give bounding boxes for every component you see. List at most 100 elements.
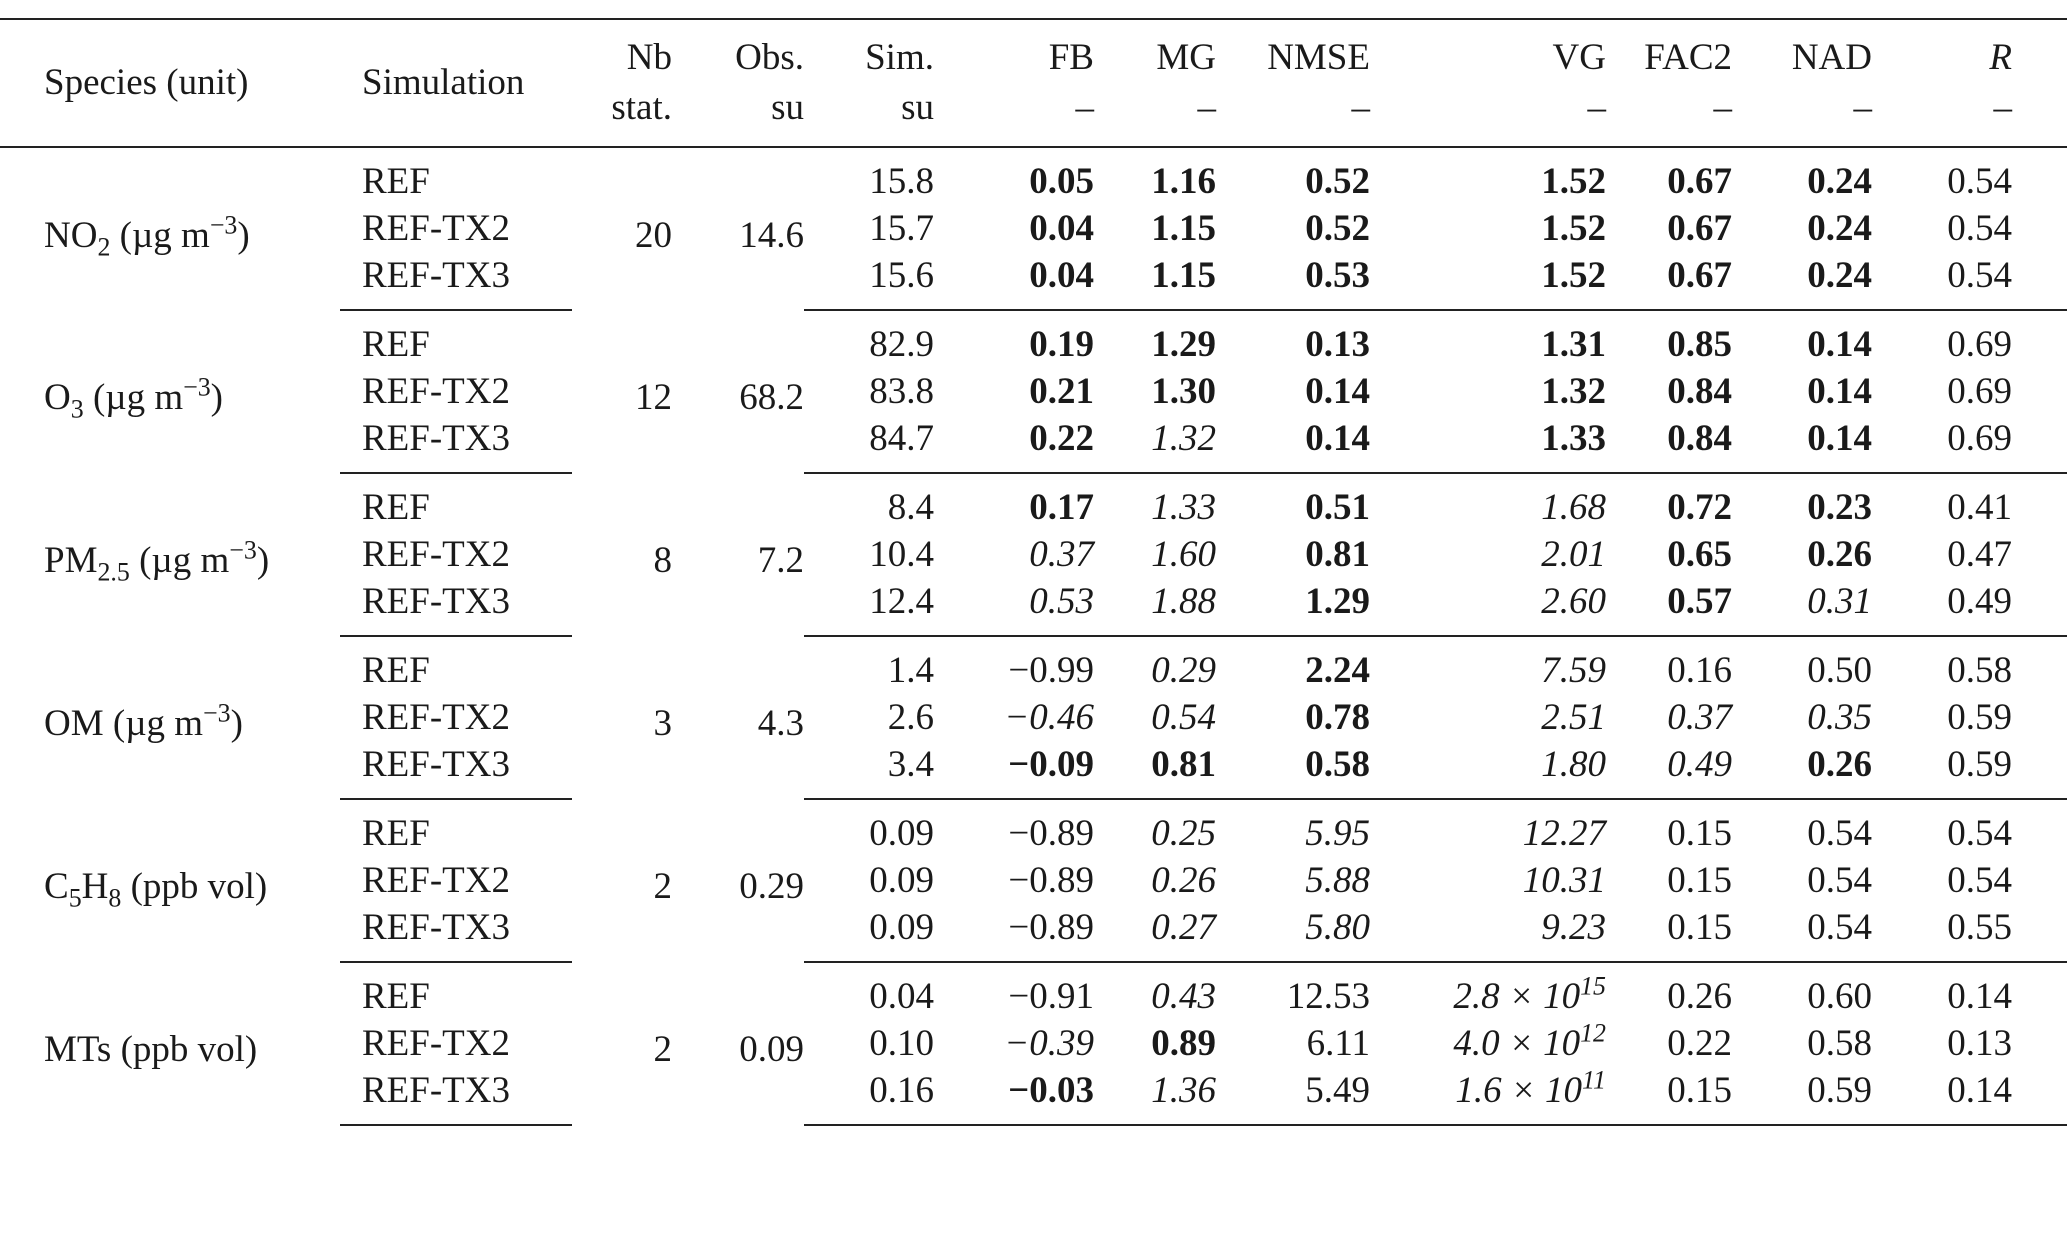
simulation-name: REF-TX2: [362, 208, 510, 249]
species-unit-exponent: −3: [183, 372, 211, 402]
vg-value: 7.59: [1541, 650, 1606, 691]
table-row: REF-TX2 0.09 −0.89 0.26 5.88 10.31 0.15 0.54 0.5…: [0, 855, 2067, 906]
vg-value: 12.27: [1522, 813, 1606, 854]
sim-value: 0.09: [869, 813, 934, 854]
mg-value: 0.26: [1151, 860, 1216, 901]
fac2-value: 0.84: [1606, 417, 1732, 474]
species-unit-exponent: −3: [209, 210, 238, 240]
statistics-table: Species (unit) Simulation Nb stat. Obs. su…: [0, 18, 2067, 1126]
nmse-value: 5.88: [1305, 860, 1370, 901]
vg-mantissa: 2.8 × 10: [1453, 976, 1581, 1017]
sim-value: 0.09: [869, 860, 934, 901]
obs-cell: 0.29: [739, 866, 804, 907]
fb-value: −0.03: [934, 1069, 1094, 1126]
fb-value: −0.89: [1008, 813, 1094, 854]
mg-value: 0.29: [1151, 650, 1216, 691]
fb-value: −0.99: [1008, 650, 1094, 691]
table-row: REF-TX3 15.6 0.04 1.15 0.53 1.52 0.67 0.24 0.54: [0, 254, 2067, 311]
table-row: REF-TX3 12.4 0.53 1.88 1.29 2.60 0.57 0.31 0.49: [0, 580, 2067, 637]
table-row: NO2 (µg m−3) REF 20 14.6 15.8 0.05 1.16 0.52 1.5…: [0, 147, 2067, 259]
r-value: 0.54: [1947, 860, 2012, 901]
fac2-value: 0.22: [1667, 1023, 1732, 1064]
mg-value: 1.16: [1151, 161, 1216, 202]
nad-value: 0.24: [1807, 208, 1872, 249]
fb-value: −0.89: [934, 906, 1094, 963]
fb-value: 0.05: [1029, 161, 1094, 202]
nmse-value: 1.29: [1216, 580, 1370, 637]
nad-value: 0.50: [1807, 650, 1872, 691]
mg-value: 0.89: [1151, 1023, 1216, 1064]
vg-exponent: 12: [1580, 1018, 1606, 1048]
species-pre: C: [44, 866, 69, 907]
r-value: 0.47: [1947, 534, 2012, 575]
nmse-value: 12.53: [1286, 976, 1370, 1017]
nad-value: 0.54: [1732, 906, 1872, 963]
header-simulation: Simulation: [340, 18, 572, 148]
fb-value: 0.22: [934, 417, 1094, 474]
vg-value: 2.8 × 1015: [1370, 962, 1606, 1018]
simulation-name: REF-TX3: [340, 580, 572, 637]
fb-value: 0.17: [1029, 487, 1094, 528]
species-cell: C5H8 (ppb vol): [0, 799, 340, 962]
mg-value: 1.29: [1151, 324, 1216, 365]
sim-value: 12.4: [804, 580, 934, 637]
header-nb-stat: Nb stat.: [572, 18, 672, 148]
fac2-value: 0.37: [1667, 697, 1732, 738]
r-value: 0.54: [1947, 208, 2012, 249]
header-nmse: NMSE –: [1216, 18, 1370, 148]
nad-value: 0.23: [1807, 487, 1872, 528]
nad-value: 0.24: [1732, 254, 1872, 311]
r-value: 0.54: [1947, 813, 2012, 854]
table-row: PM2.5 (µg m−3) REF 8 7.2 8.4 0.17 1.33 0.51 1.68…: [0, 473, 2067, 585]
nb-stat-cell: 20: [635, 214, 672, 256]
table-row: REF-TX2 2.6 −0.46 0.54 0.78 2.51 0.37 0.35 0.59: [0, 692, 2067, 743]
nmse-value: 0.14: [1216, 417, 1370, 474]
nad-value: 0.59: [1732, 1069, 1872, 1126]
r-value: 0.14: [1947, 976, 2012, 1017]
vg-exponent: 11: [1582, 1065, 1606, 1095]
vg-value: 1.68: [1541, 487, 1606, 528]
vg-value: 1.52: [1370, 254, 1606, 311]
obs-cell: 7.2: [757, 540, 804, 581]
obs-cell: 14.6: [739, 214, 804, 256]
mg-value: 0.54: [1151, 697, 1216, 738]
sim-value: 15.8: [869, 161, 934, 202]
sim-value: 8.4: [887, 487, 934, 528]
nad-value: 0.54: [1807, 860, 1872, 901]
nb-stat-cell: 3: [653, 703, 673, 744]
simulation-name: REF-TX2: [362, 371, 510, 412]
header-r: R –: [1872, 18, 2012, 148]
table-row: O3 (µg m−3) REF 12 68.2 82.9 0.19 1.29 0.13 1.31…: [0, 310, 2067, 422]
fac2-value: 0.49: [1606, 743, 1732, 800]
fb-value: 0.04: [934, 254, 1094, 311]
nad-value: 0.58: [1807, 1023, 1872, 1064]
nmse-value: 5.95: [1305, 813, 1370, 854]
r-value: 0.14: [1872, 1069, 2012, 1126]
r-value: 0.58: [1947, 650, 2012, 691]
nmse-value: 0.51: [1305, 487, 1370, 528]
species-subscript: 8: [108, 883, 122, 913]
mg-value: 1.30: [1151, 371, 1216, 412]
fac2-value: 0.15: [1606, 1069, 1732, 1126]
species-unit: (µg m: [139, 540, 230, 581]
mg-value: 1.33: [1151, 487, 1216, 528]
table-container: Species (unit) Simulation Nb stat. Obs. su…: [0, 18, 2067, 1126]
r-value: 0.49: [1872, 580, 2012, 637]
nb-stat-cell: 2: [653, 866, 673, 907]
table-row: OM (µg m−3) REF 3 4.3 1.4 −0.99 0.29 2.24 7.59 0.…: [0, 636, 2067, 744]
fac2-value: 0.15: [1667, 860, 1732, 901]
vg-value: 1.32: [1541, 371, 1606, 412]
vg-value: 1.33: [1370, 417, 1606, 474]
r-value: 0.59: [1872, 743, 2012, 800]
vg-value: 2.60: [1370, 580, 1606, 637]
species-pre-sub: 5: [68, 883, 82, 913]
sim-value: 2.6: [887, 697, 934, 738]
nad-value: 0.24: [1807, 161, 1872, 202]
r-value: 0.69: [1947, 371, 2012, 412]
table-row: REF-TX3 3.4 −0.09 0.81 0.58 1.80 0.49 0.26 0.59: [0, 743, 2067, 800]
species-unit-close: ): [230, 703, 243, 744]
species-subscript: 2.5: [97, 557, 130, 587]
nb-stat-cell: 12: [635, 377, 672, 418]
fac2-value: 0.16: [1667, 650, 1732, 691]
fac2-value: 0.26: [1667, 976, 1732, 1017]
